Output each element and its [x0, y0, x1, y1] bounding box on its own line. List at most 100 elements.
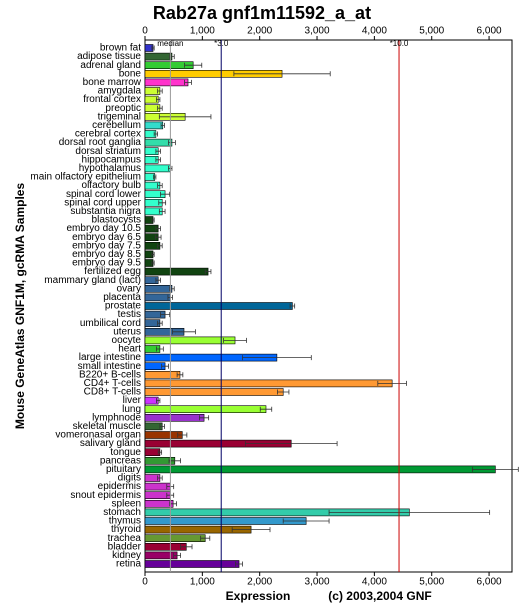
bar — [144, 388, 284, 396]
category-label: dorsal root ganglia — [59, 137, 142, 148]
bar — [144, 517, 307, 525]
x-tick-label: 3,000 — [305, 577, 330, 588]
category-label: kidney — [112, 550, 141, 561]
bar — [144, 542, 187, 551]
category-label: CD8+ T-cells — [84, 387, 141, 398]
category-label: CD4+ T-cells — [84, 378, 141, 389]
category-label: salivary gland — [80, 438, 141, 449]
error-bar — [155, 226, 161, 232]
bar — [144, 551, 178, 560]
reference-label: *10.0 — [390, 39, 409, 48]
category-label: hippocampus — [82, 154, 141, 165]
bar — [144, 499, 174, 508]
error-bar — [235, 561, 243, 567]
bar — [144, 78, 189, 87]
error-bar — [153, 131, 159, 137]
copyright: (c) 2003,2004 GNF — [328, 589, 431, 603]
error-bar — [242, 355, 312, 361]
error-bar — [154, 234, 162, 240]
error-bar — [282, 518, 330, 524]
bar — [144, 560, 240, 568]
bar — [144, 465, 496, 474]
error-bar — [172, 329, 196, 335]
error-bar — [157, 320, 163, 326]
error-bar — [289, 303, 296, 309]
error-bar — [160, 191, 171, 197]
category-label: spleen — [112, 498, 141, 509]
category-label: pancreas — [100, 455, 141, 466]
error-bar — [158, 114, 212, 120]
error-bar — [277, 389, 290, 395]
category-label: dorsal striatum — [75, 146, 141, 157]
category-label: retina — [116, 559, 141, 570]
bar — [144, 267, 209, 276]
error-bar — [180, 544, 193, 550]
x-tick-label: 4,000 — [362, 26, 387, 37]
category-label: amygdala — [98, 86, 142, 97]
bar — [144, 431, 183, 439]
x-tick-label: 6,000 — [477, 26, 502, 37]
x-axis-label: Expression — [226, 589, 291, 603]
error-bar — [200, 535, 211, 541]
error-bar — [157, 183, 163, 189]
x-tick-label: 0 — [142, 577, 148, 588]
error-bar — [328, 509, 491, 515]
error-bar — [199, 415, 210, 421]
bar — [144, 413, 205, 422]
category-label: cerebral cortex — [75, 129, 141, 140]
error-bar — [377, 380, 407, 386]
category-label: lymphnode — [92, 412, 141, 423]
error-bar — [168, 140, 176, 146]
error-bar — [173, 552, 181, 558]
bar — [144, 302, 293, 310]
error-bar — [233, 71, 331, 77]
category-label: liver — [123, 395, 142, 406]
x-tick-label: 1,000 — [190, 577, 215, 588]
category-label: epidermis — [98, 481, 141, 492]
bar — [144, 138, 173, 147]
bar — [144, 448, 161, 457]
bar — [144, 293, 171, 302]
category-label: embryo day 7.5 — [72, 240, 141, 251]
error-bar — [157, 449, 163, 455]
error-bar — [157, 243, 163, 249]
category-label: mammary gland (lact) — [44, 275, 141, 286]
category-label: substantia nigra — [70, 206, 141, 217]
error-bar — [158, 208, 166, 214]
error-bar — [472, 466, 519, 472]
category-label: embryo day 10.5 — [67, 223, 142, 234]
error-bar — [155, 277, 161, 283]
category-label: trachea — [108, 533, 142, 544]
x-tick-label: 5,000 — [419, 577, 444, 588]
error-bar — [177, 432, 188, 438]
error-bar — [176, 372, 184, 378]
bar — [144, 379, 393, 388]
error-bar — [259, 406, 273, 412]
category-label: frontal cortex — [83, 94, 141, 105]
chart-title: Rab27a gnf1m11592_a_at — [153, 3, 371, 23]
error-bar — [157, 105, 163, 111]
error-bar — [160, 122, 165, 128]
x-tick-label: 0 — [142, 26, 148, 37]
category-label: preoptic — [105, 103, 141, 114]
category-label: uterus — [113, 326, 141, 337]
category-label: embryo day 8.5 — [72, 249, 141, 260]
category-label: thymus — [109, 516, 141, 527]
category-label: hypothalamus — [79, 163, 141, 174]
error-bar — [223, 337, 247, 343]
x-tick-label: 6,000 — [477, 577, 502, 588]
category-label: cerebellum — [92, 120, 141, 131]
x-tick-label: 1,000 — [190, 26, 215, 37]
error-bar — [168, 458, 181, 464]
category-label: pituitary — [106, 464, 141, 475]
y-axis-label: Mouse GeneAtlas GNF1M, gcRMA Samples — [13, 183, 27, 430]
error-bar — [157, 475, 163, 481]
category-label: embryo day 9.5 — [72, 258, 141, 269]
error-bar — [156, 97, 161, 103]
x-tick-label: 5,000 — [419, 26, 444, 37]
category-label: heart — [118, 344, 141, 355]
x-tick-label: 2,000 — [247, 26, 272, 37]
category-label: stomach — [103, 507, 141, 518]
x-tick-label: 2,000 — [247, 577, 272, 588]
